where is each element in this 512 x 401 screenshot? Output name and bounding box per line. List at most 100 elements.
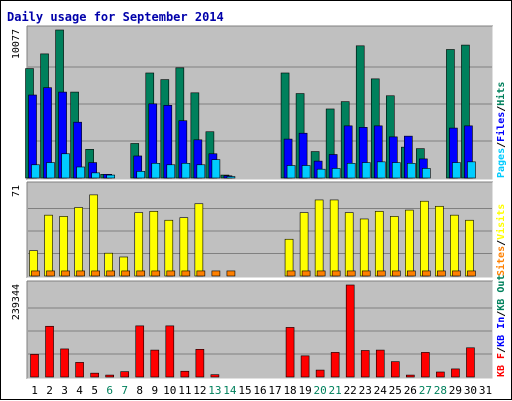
bar-kb-f-day-3 bbox=[60, 348, 69, 378]
legend-separator: / bbox=[496, 240, 507, 246]
x-tick-label-day-26: 26 bbox=[404, 384, 417, 397]
bar-visits-day-19 bbox=[299, 212, 309, 277]
x-axis-labels: 1 2 3 4 5 6 7 8 9 10 11 12 13 14 15 16 17 18 19 20 21 22 23 24 2… bbox=[31, 384, 492, 397]
x-tick-label-day-1: 1 bbox=[31, 384, 38, 397]
x-tick-label-day-4: 4 bbox=[76, 384, 83, 397]
bar-kb-f-day-4 bbox=[75, 362, 84, 378]
bar-sites-day-22 bbox=[346, 270, 356, 277]
bar-visits-day-23 bbox=[359, 218, 369, 277]
bar-visits-day-18 bbox=[284, 238, 294, 277]
bar-sites-day-5 bbox=[91, 270, 100, 277]
bar-pages-day-2 bbox=[46, 162, 55, 179]
x-tick-label-day-12: 12 bbox=[193, 384, 206, 397]
bar-sites-day-25 bbox=[391, 270, 401, 277]
x-tick-label-day-3: 3 bbox=[61, 384, 68, 397]
bar-pages-day-29 bbox=[452, 162, 461, 179]
x-tick-label-day-9: 9 bbox=[151, 384, 158, 397]
bar-pages-day-1 bbox=[31, 164, 40, 179]
legend-sites: Sites bbox=[495, 246, 507, 276]
panel-1-legend: Pages/Files/Hits bbox=[495, 82, 507, 178]
bar-sites-day-19 bbox=[301, 270, 311, 277]
bar-kb-f-day-18 bbox=[285, 327, 295, 378]
bar-sites-day-6 bbox=[106, 270, 115, 277]
x-tick-label-day-14: 14 bbox=[223, 384, 237, 397]
x-tick-label-day-23: 23 bbox=[359, 384, 372, 397]
x-tick-label-day-2: 2 bbox=[46, 384, 53, 397]
bar-kb-f-day-10 bbox=[165, 325, 175, 378]
bar-pages-day-3 bbox=[61, 153, 70, 179]
bar-visits-day-9 bbox=[149, 211, 159, 277]
bar-kb-f-day-2 bbox=[45, 325, 54, 378]
panel-2: 71 Sites/Visits bbox=[11, 181, 507, 279]
bar-visits-day-20 bbox=[314, 199, 324, 277]
x-tick-label-day-27: 27 bbox=[419, 384, 432, 397]
bar-kb-f-day-9 bbox=[150, 349, 160, 378]
bar-kb-f-day-24 bbox=[375, 349, 385, 378]
bar-pages-day-19 bbox=[301, 165, 311, 179]
bar-visits-day-25 bbox=[389, 216, 399, 277]
bar-kb-f-day-13 bbox=[210, 374, 220, 378]
bar-pages-day-5 bbox=[91, 172, 100, 179]
panel-2-legend: Sites/Visits bbox=[495, 204, 507, 276]
bar-sites-day-1 bbox=[31, 270, 40, 277]
bar-sites-day-23 bbox=[361, 270, 371, 277]
bar-sites-day-28 bbox=[437, 270, 446, 277]
panels-layer: 10077 Pages/Files/Hits 71Sites/Visits23934… bbox=[11, 25, 507, 380]
bar-sites-day-2 bbox=[46, 270, 55, 277]
bar-pages-day-30 bbox=[467, 161, 476, 179]
bar-visits-day-11 bbox=[179, 217, 189, 277]
bar-visits-day-21 bbox=[329, 199, 339, 277]
x-tick-label-day-10: 10 bbox=[163, 384, 176, 397]
bar-sites-day-8 bbox=[136, 270, 146, 277]
bar-sites-day-18 bbox=[286, 270, 296, 277]
legend-files: Files bbox=[495, 112, 507, 142]
bar-visits-day-26 bbox=[405, 209, 414, 277]
legend-kb-f: KB F bbox=[496, 353, 507, 377]
legend-separator: / bbox=[496, 142, 507, 148]
x-tick-label-day-8: 8 bbox=[136, 384, 143, 397]
legend-kb-in: KB In bbox=[496, 317, 507, 347]
bar-visits-day-2 bbox=[44, 214, 53, 277]
bar-visits-day-22 bbox=[344, 212, 354, 277]
bar-sites-day-26 bbox=[407, 270, 416, 277]
panel-3-legend: KB F/KB In/KB Out bbox=[496, 275, 507, 377]
bar-sites-day-12 bbox=[196, 270, 206, 277]
panel-1: 10077 Pages/Files/Hits bbox=[11, 25, 507, 181]
bar-pages-day-14 bbox=[226, 176, 236, 179]
bar-visits-day-12 bbox=[194, 203, 204, 277]
x-tick-label-day-30: 30 bbox=[464, 384, 477, 397]
bar-kb-f-day-12 bbox=[195, 349, 205, 378]
bar-sites-day-7 bbox=[121, 270, 131, 277]
bar-visits-day-27 bbox=[420, 200, 429, 277]
bar-sites-day-27 bbox=[422, 270, 431, 277]
bar-kb-f-day-30 bbox=[466, 347, 475, 378]
bar-pages-day-18 bbox=[286, 165, 296, 179]
bar-visits-day-4 bbox=[74, 207, 83, 277]
bar-sites-day-21 bbox=[331, 270, 341, 277]
bar-pages-day-12 bbox=[196, 164, 206, 179]
bar-sites-day-13 bbox=[211, 270, 221, 277]
bar-sites-day-29 bbox=[452, 270, 461, 277]
bar-kb-f-day-6 bbox=[105, 374, 114, 378]
bar-sites-day-3 bbox=[61, 270, 70, 277]
x-tick-label-day-25: 25 bbox=[389, 384, 402, 397]
bar-sites-day-20 bbox=[316, 270, 326, 277]
bar-visits-day-3 bbox=[59, 216, 68, 277]
bar-sites-day-11 bbox=[181, 270, 191, 277]
bar-pages-day-11 bbox=[181, 163, 191, 179]
bar-kb-f-day-25 bbox=[390, 361, 400, 378]
bar-visits-day-30 bbox=[465, 219, 474, 277]
legend-kb-out: KB Out bbox=[496, 275, 507, 311]
bar-sites-day-9 bbox=[151, 270, 161, 277]
bar-kb-f-day-20 bbox=[315, 369, 325, 378]
bar-pages-day-20 bbox=[316, 168, 326, 179]
y-axis-max-label: 10077 bbox=[11, 29, 22, 59]
bar-kb-f-day-22 bbox=[345, 284, 355, 378]
x-tick-label-day-16: 16 bbox=[253, 384, 266, 397]
x-tick-label-day-18: 18 bbox=[283, 384, 296, 397]
bar-pages-day-9 bbox=[151, 163, 161, 179]
x-tick-label-day-5: 5 bbox=[91, 384, 98, 397]
